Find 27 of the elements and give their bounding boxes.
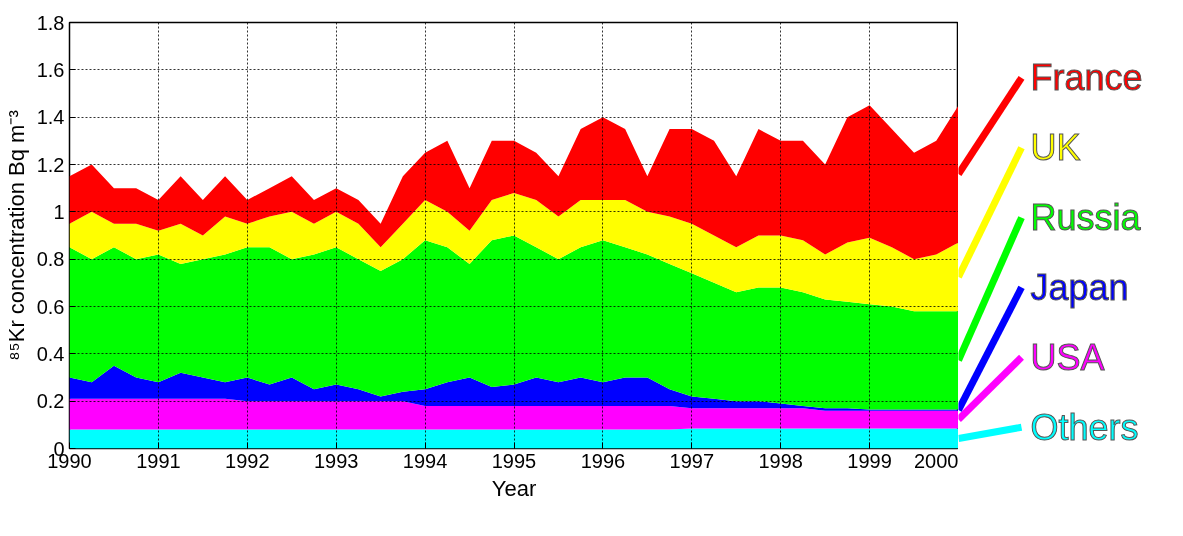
x-tick-label: 1997 — [669, 449, 715, 472]
y-tick-label: 0.4 — [36, 342, 65, 365]
y-tick-label: 1.6 — [36, 58, 65, 81]
x-tick-label: 1995 — [491, 449, 537, 472]
y-tick-label: 1.8 — [36, 11, 65, 34]
text: USA — [1030, 336, 1105, 378]
y-tick-label: 0.8 — [36, 248, 65, 271]
x-tick-label: 1998 — [758, 449, 803, 472]
x-tick-label: 1993 — [313, 449, 359, 472]
x-axis-title: Year — [491, 475, 537, 501]
y-tick-label: 0.6 — [36, 295, 65, 318]
x-tick-label: 1994 — [402, 449, 448, 472]
x-tick-label: 2000 — [914, 449, 959, 472]
x-tick-label: 1999 — [847, 449, 892, 472]
text: France — [1030, 57, 1143, 99]
y-axis-title: ⁸⁵Kr concentration Bq m⁻³ — [3, 110, 29, 361]
text: Russia — [1030, 197, 1142, 239]
x-tick-label: 1996 — [580, 449, 626, 472]
x-tick-label: 1992 — [225, 449, 270, 472]
y-tick-label: 1.4 — [36, 106, 65, 129]
text: UK — [1030, 127, 1081, 169]
y-tick-label: 0.2 — [36, 390, 65, 413]
y-tick-label: 1.2 — [36, 153, 65, 176]
y-tick-label: 1 — [53, 200, 65, 223]
text: Japan — [1030, 266, 1129, 308]
x-tick-label: 1991 — [136, 449, 181, 472]
legend-label: Others — [1030, 406, 1139, 448]
